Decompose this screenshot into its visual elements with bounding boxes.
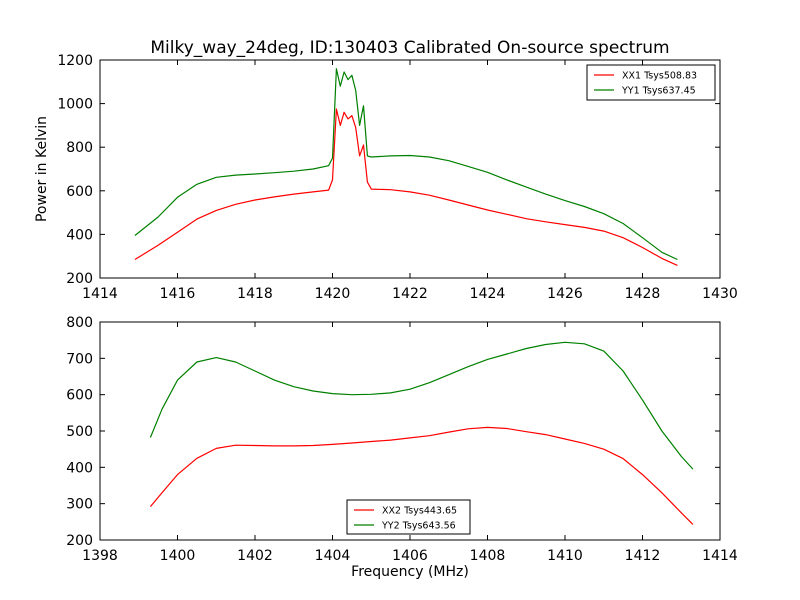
top-xtick-label: 1426 <box>547 286 583 302</box>
top-xtick-label: 1416 <box>160 286 196 302</box>
top-legend-box <box>586 64 716 101</box>
bottom-xtick-label: 1402 <box>237 548 273 564</box>
bottom-ytick-label: 400 <box>66 460 93 476</box>
top-ylabel: Power in Kelvin <box>34 116 50 222</box>
top-xtick-label: 1428 <box>625 286 661 302</box>
bottom-xtick-label: 1410 <box>547 548 583 564</box>
bottom-legend-box <box>346 499 471 535</box>
top-ytick-label: 1200 <box>57 53 93 69</box>
top-panel: 1414 1416 1418 1420 1422 1424 1426 1428 1430 200 4… <box>57 53 737 302</box>
bottom-xlabel: Frequency (MHz) <box>351 564 469 580</box>
top-legend: XX1 Tsys508.83 YY1 Tsys637.45 <box>586 64 716 101</box>
bottom-legend: XX2 Tsys443.65 YY2 Tsys643.56 <box>346 499 471 535</box>
bottom-ytick-label: 200 <box>66 533 93 549</box>
chart-title: Milky_way_24deg, ID:130403 Calibrated On… <box>150 38 669 58</box>
bottom-xtick-label: 1400 <box>160 548 196 564</box>
bottom-series-line-2 <box>149 341 694 470</box>
top-ytick-label: 800 <box>66 140 93 156</box>
top-ytick-label: 200 <box>66 271 93 287</box>
top-xtick-label: 1420 <box>315 286 351 302</box>
bottom-xtick-label: 1412 <box>625 548 661 564</box>
top-xtick-label: 1430 <box>702 286 738 302</box>
bottom-xtick-label: 1408 <box>470 548 506 564</box>
bottom-xtick-label: 1406 <box>392 548 428 564</box>
top-ytick-label: 1000 <box>57 97 93 113</box>
bottom-legend-label-1: XX2 Tsys443.65 <box>382 506 457 517</box>
top-xtick-label: 1422 <box>392 286 428 302</box>
top-series-line-2 <box>134 68 678 261</box>
top-xtick-label: 1424 <box>470 286 506 302</box>
bottom-xtick-label: 1404 <box>315 548 351 564</box>
bottom-xtick-label: 1398 <box>82 548 118 564</box>
top-ytick-label: 600 <box>66 184 93 200</box>
top-series-line-1 <box>134 108 678 266</box>
bottom-ytick-label: 600 <box>66 388 93 404</box>
bottom-ytick-label: 500 <box>66 424 93 440</box>
bottom-ytick-label: 700 <box>66 351 93 367</box>
top-xtick-label: 1414 <box>82 286 118 302</box>
bottom-xtick-label: 1414 <box>702 548 738 564</box>
top-ytick-label: 400 <box>66 227 93 243</box>
top-legend-label-2: YY1 Tsys637.45 <box>621 86 696 97</box>
bottom-series-line-1 <box>149 426 694 525</box>
bottom-panel: 1398 1400 1402 1404 1406 1408 1410 1412 1414 200 3… <box>66 315 738 564</box>
top-legend-label-1: XX1 Tsys508.83 <box>622 71 697 82</box>
bottom-legend-label-2: YY2 Tsys643.56 <box>381 521 456 532</box>
bottom-ytick-label: 300 <box>66 497 93 513</box>
bottom-ytick-label: 800 <box>66 315 93 331</box>
top-xtick-label: 1418 <box>237 286 273 302</box>
